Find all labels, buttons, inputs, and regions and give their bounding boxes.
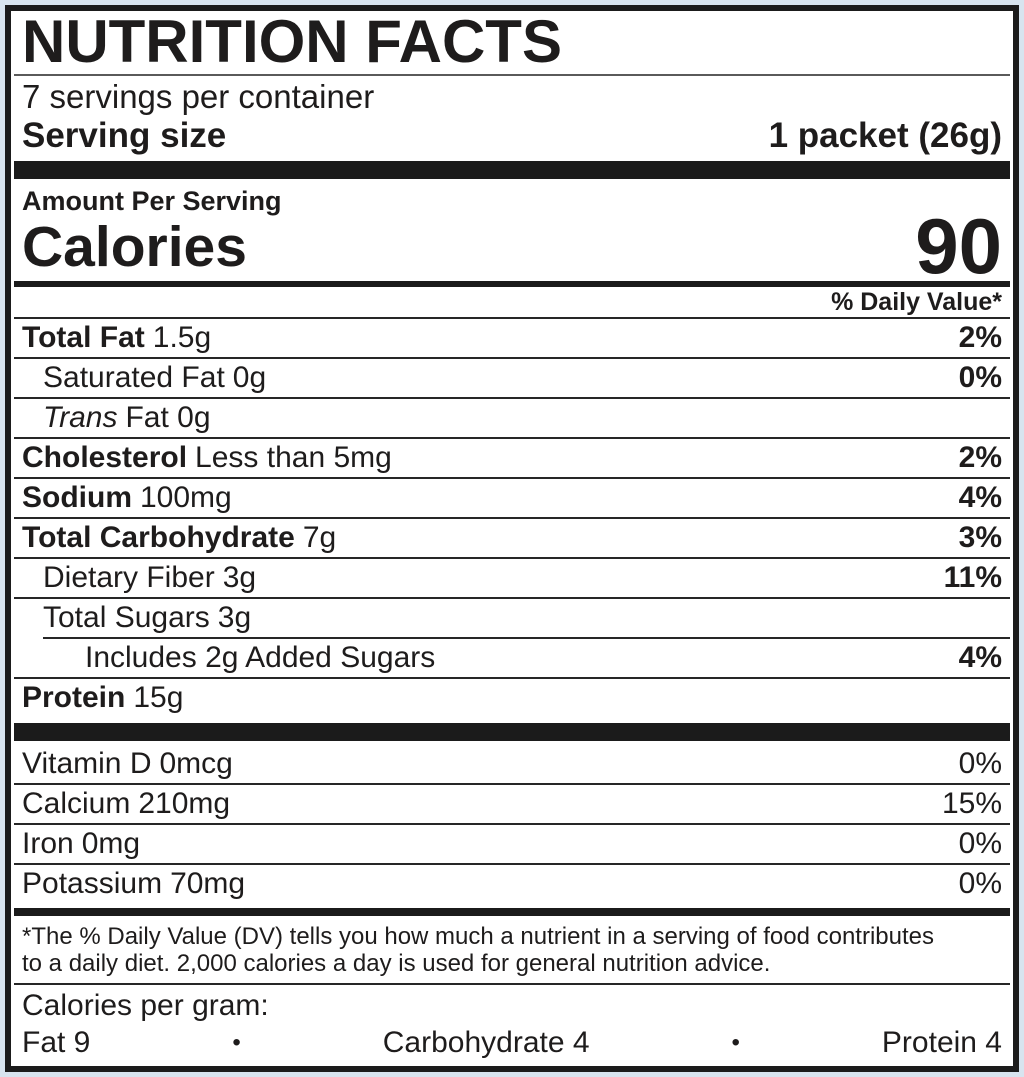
nutrition-facts-label: NUTRITION FACTS 7 servings per container…: [5, 5, 1019, 1072]
vitamin-dv: 0%: [958, 826, 1002, 860]
vitamin-amount: 70mg: [170, 866, 246, 900]
calories-row: Calories 90: [14, 201, 1010, 290]
vitamin-name: Calcium: [22, 786, 131, 820]
nutrient-row-total-sugars: Total Sugars 3g: [14, 597, 1010, 637]
vitamin-name: Vitamin D: [22, 746, 152, 780]
thick-divider-bar-top: [14, 160, 1010, 179]
vitamin-row-vitamin-d: Vitamin D 0mcg 0%: [14, 745, 1010, 783]
nutrient-name: Sodium: [22, 481, 132, 514]
vitamin-dv: 0%: [958, 746, 1002, 780]
servings-per-container: 7 servings per container: [22, 77, 375, 115]
nutrient-name: Protein: [22, 681, 126, 714]
serving-size-label: Serving size: [22, 115, 227, 155]
title-divider: [14, 74, 1010, 76]
nutrient-amount: 7g: [302, 521, 337, 554]
nutrient-amount: 3g: [217, 601, 252, 634]
nutrient-row-sodium: Sodium 100mg 4%: [14, 477, 1010, 517]
nutrient-name: Total Sugars: [43, 601, 210, 634]
nutrient-dv: 3%: [958, 521, 1002, 554]
nutrient-row-added-sugars: Includes 2g Added Sugars 4%: [43, 637, 1010, 677]
vitamin-name: Iron: [22, 826, 74, 860]
nutrient-amount: 100mg: [140, 481, 232, 514]
vitamin-row-calcium: Calcium 210mg 15%: [14, 782, 1010, 823]
nutrient-row-trans-fat: Trans Fat 0g: [14, 397, 1010, 437]
serving-size-row: Serving size 1 packet (26g): [14, 116, 1010, 161]
nutrient-row-total-carbohydrate: Total Carbohydrate 7g 3%: [14, 517, 1010, 557]
calories-label: Calories: [22, 214, 247, 279]
daily-value-header: % Daily Value*: [831, 288, 1002, 316]
vitamin-row-iron: Iron 0mg 0%: [14, 822, 1010, 863]
nutrient-dv: 4%: [958, 641, 1002, 674]
label-title: NUTRITION FACTS: [22, 8, 562, 75]
nutrient-name: Total Fat: [22, 321, 145, 354]
sub-divider-bar-footnote: [14, 907, 1010, 916]
nutrient-amount: Fat 0g: [125, 401, 211, 434]
calories-value: 90: [915, 201, 1002, 290]
nutrient-amount: 3g: [222, 561, 257, 594]
vitamin-amount: 0mg: [81, 826, 141, 860]
nutrient-dv: 11%: [943, 561, 1002, 594]
vitamin-amount: 0mcg: [159, 746, 233, 780]
nutrient-row-cholesterol: Cholesterol Less than 5mg 2%: [14, 437, 1010, 477]
nutrient-name: Saturated Fat: [43, 361, 225, 394]
cpg-fat: Fat 9: [22, 1026, 91, 1059]
thick-divider-bar-vitamins: [14, 723, 1010, 741]
vitamin-name: Potassium: [22, 866, 163, 900]
calories-per-gram-values: Fat 9 • Carbohydrate 4 • Protein 4: [22, 1024, 1002, 1062]
footnote-line-1: *The % Daily Value (DV) tells you how mu…: [22, 923, 934, 950]
nutrient-name: Cholesterol: [22, 441, 188, 474]
nutrient-row-saturated-fat: Saturated Fat 0g 0%: [14, 357, 1010, 397]
vitamin-dv: 15%: [941, 786, 1002, 820]
nutrient-dv: 4%: [958, 481, 1002, 514]
nutrient-name: Total Carbohydrate: [22, 521, 295, 554]
nutrient-row-protein: Protein 15g: [14, 677, 1010, 717]
nutrient-dv: 2%: [958, 321, 1002, 354]
calories-per-gram-label: Calories per gram:: [22, 989, 269, 1022]
nutrient-name-italic: Trans: [43, 401, 118, 434]
medium-divider-bar: [14, 280, 1010, 287]
nutrient-amount: 15g: [133, 681, 184, 714]
daily-value-footnote: *The % Daily Value (DV) tells you how mu…: [14, 916, 1010, 983]
nutrient-amount: Less than 5mg: [195, 441, 392, 474]
nutrient-row-dietary-fiber: Dietary Fiber 3g 11%: [14, 557, 1010, 597]
cpg-carbohydrate: Carbohydrate 4: [382, 1026, 590, 1059]
nutrient-amount: 1.5g: [152, 321, 212, 354]
nutrient-name: Dietary Fiber: [43, 561, 215, 594]
nutrient-dv: 0%: [958, 361, 1002, 394]
bullet-separator-icon: •: [232, 1029, 241, 1056]
bullet-separator-icon: •: [731, 1029, 740, 1056]
vitamin-dv: 0%: [958, 866, 1002, 900]
vitamin-row-potassium: Potassium 70mg 0%: [14, 862, 1010, 903]
amount-per-serving-label: Amount Per Serving: [22, 185, 282, 216]
nutrient-row-total-fat: Total Fat 1.5g 2%: [14, 317, 1010, 357]
nutrient-name: Includes 2g Added Sugars: [85, 641, 436, 674]
serving-size-value: 1 packet (26g): [768, 115, 1002, 155]
calories-per-gram-section: Calories per gram: Fat 9 • Carbohydrate …: [14, 983, 1010, 1064]
vitamin-amount: 210mg: [138, 786, 231, 820]
cpg-protein: Protein 4: [881, 1026, 1002, 1059]
footnote-line-2: to a daily diet. 2,000 calories a day is…: [22, 950, 771, 977]
nutrient-dv: 2%: [958, 441, 1002, 474]
nutrient-amount: 0g: [232, 361, 267, 394]
